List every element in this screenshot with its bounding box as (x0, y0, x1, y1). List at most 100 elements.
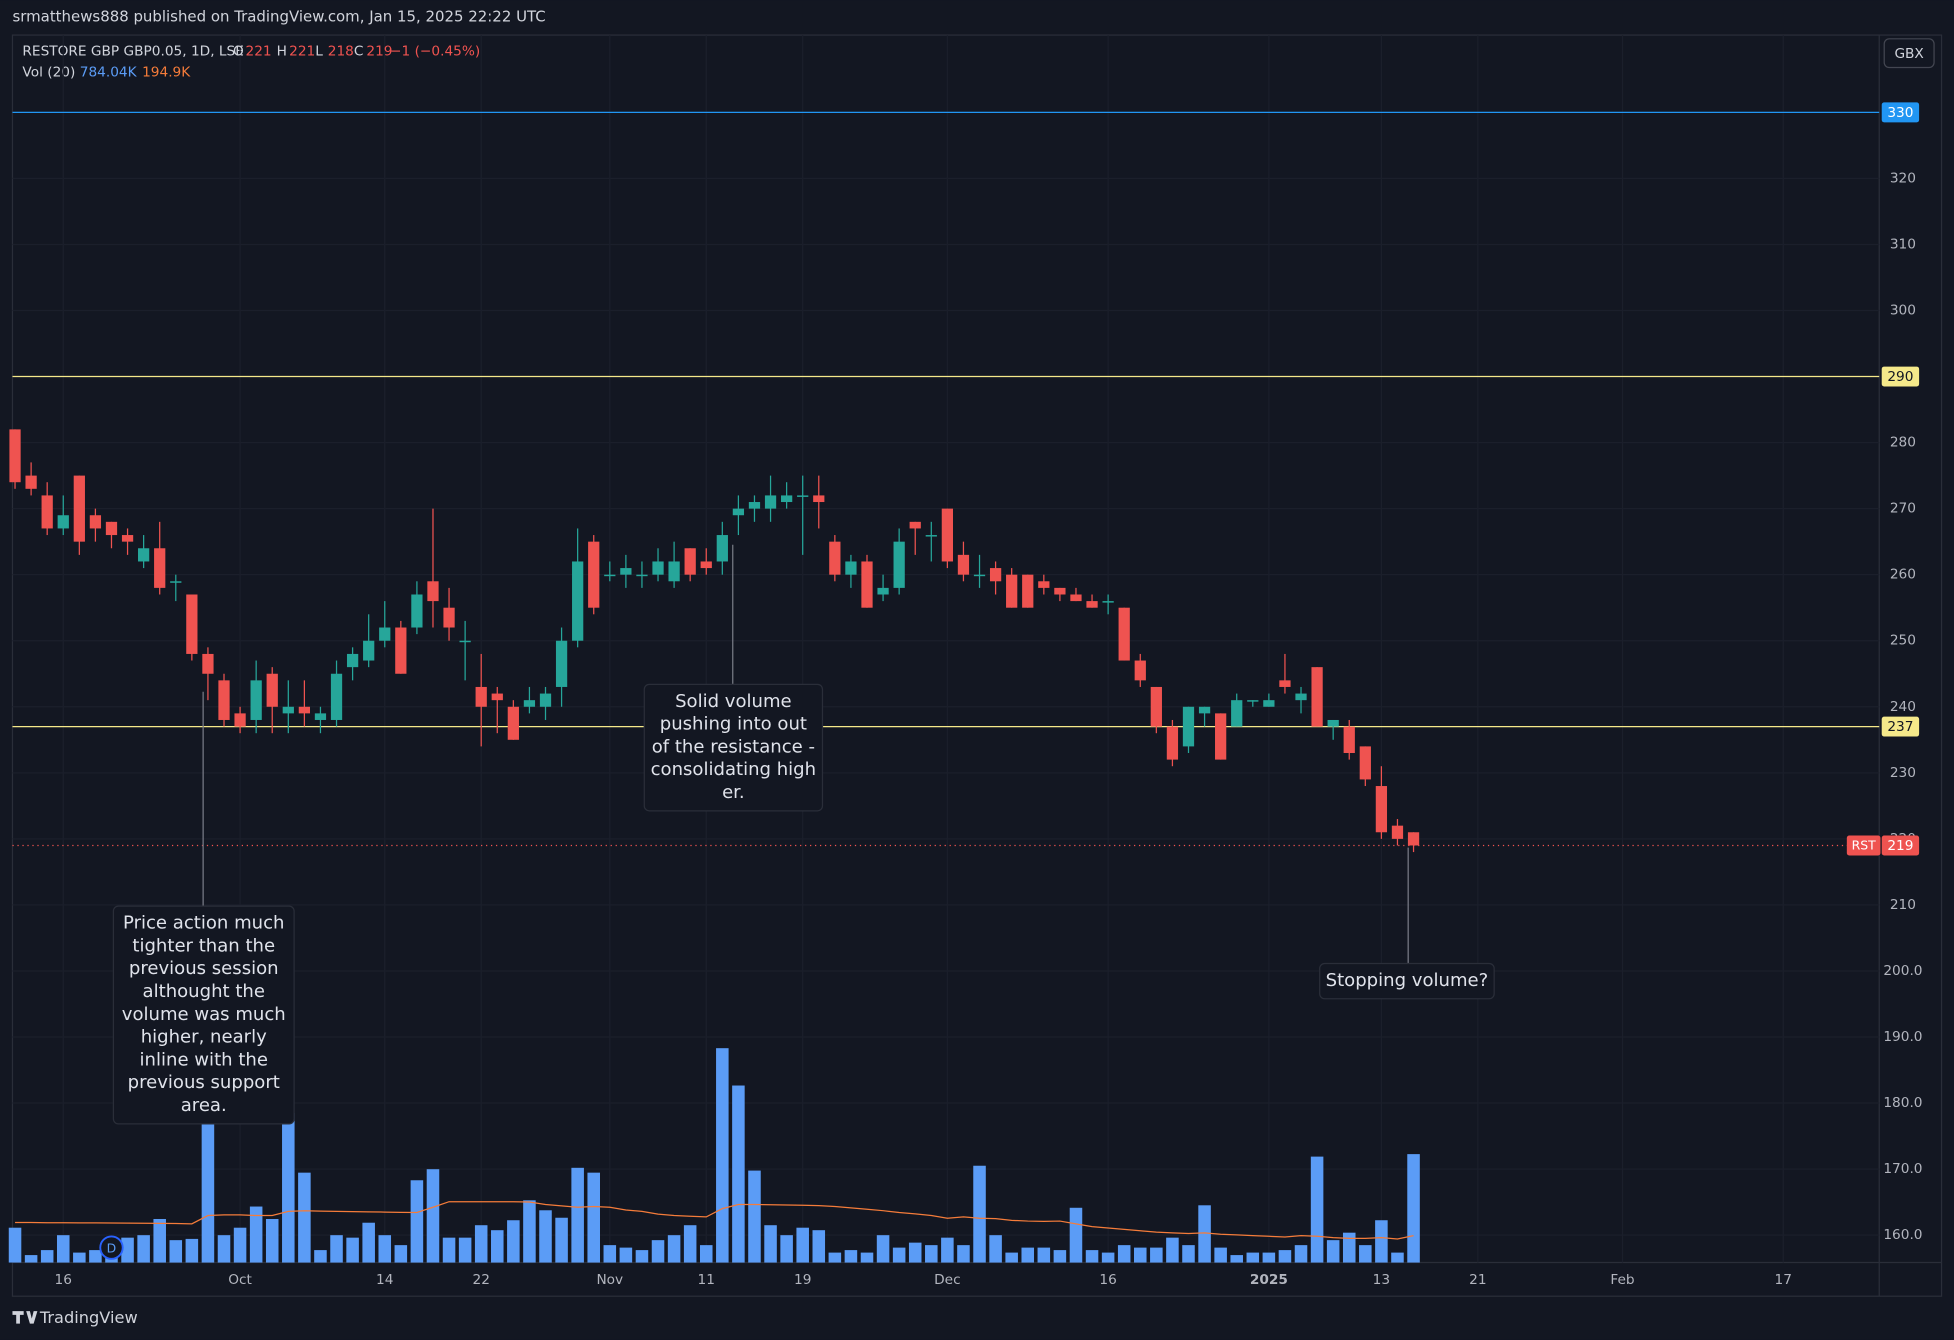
volume-bar (699, 1245, 713, 1263)
x-tick-label: 2025 (1250, 1272, 1288, 1288)
currency-button[interactable] (1883, 38, 1935, 69)
volume-bar (491, 1230, 504, 1263)
y-tick-label: 180.0 (1883, 1095, 1922, 1111)
volume-bar (1342, 1232, 1356, 1263)
volume-bar (1021, 1247, 1035, 1263)
candle-body (218, 680, 230, 720)
volume-bar (523, 1200, 536, 1263)
y-tick-label: 310 (1890, 236, 1916, 252)
volume-bar (201, 1113, 215, 1263)
last-price-label: 219 (1887, 838, 1913, 854)
candle-body (829, 541, 841, 575)
volume-bar (185, 1238, 199, 1263)
y-tick-label: 240 (1890, 699, 1916, 715)
y-tick-label: 260 (1890, 567, 1916, 583)
candle-body (395, 627, 407, 674)
volume-bar (764, 1225, 777, 1263)
candle-body (9, 429, 21, 483)
volume-bar (571, 1167, 584, 1263)
candle-body (620, 568, 632, 575)
candle-body (266, 673, 278, 707)
annotation-text: Price action much (123, 913, 284, 934)
candle-body (73, 475, 85, 542)
x-tick-label: 17 (1775, 1272, 1792, 1288)
volume-bar (587, 1172, 600, 1263)
candle-body (1118, 607, 1130, 661)
volume-legend: Vol (20) (22, 64, 75, 80)
volume-bar (249, 1206, 263, 1263)
annotation-text: volume was much (122, 1004, 286, 1025)
y-tick-label: 230 (1890, 765, 1916, 781)
volume-bar (1262, 1252, 1276, 1263)
candle-body (1134, 660, 1146, 681)
candle-body (1295, 693, 1307, 701)
volume-bar (458, 1237, 472, 1263)
x-tick-label: 21 (1469, 1272, 1486, 1288)
candle-body (1263, 700, 1275, 707)
candle-body (716, 535, 728, 562)
annotation-text: higher, nearly (141, 1027, 267, 1048)
volume-bar (1150, 1247, 1163, 1263)
change: −1 (−0.45%) (390, 43, 480, 59)
volume-bar (1326, 1240, 1340, 1263)
annotation-text: previous session (129, 958, 279, 979)
annotation-text: althought the (143, 981, 265, 1002)
volume-bar (410, 1180, 424, 1263)
candle-body (1198, 706, 1211, 714)
volume-bar (555, 1217, 568, 1263)
candle-body (845, 561, 857, 575)
y-tick-label: 250 (1890, 633, 1916, 649)
x-tick-label: 16 (1099, 1272, 1116, 1288)
x-tick-label: 19 (794, 1272, 811, 1288)
volume-bar (1375, 1220, 1388, 1263)
volume-bar (298, 1172, 311, 1263)
candle-body (427, 581, 439, 602)
candle-body (1247, 700, 1259, 702)
y-tick-label: 170.0 (1883, 1161, 1922, 1177)
x-tick-label: Feb (1610, 1272, 1634, 1288)
annotation-text: er. (722, 782, 745, 803)
candle-body (973, 574, 986, 577)
ohlc-letter: L (315, 43, 323, 59)
candle-body (523, 700, 536, 707)
volume-bar (683, 1225, 697, 1263)
candle-body (877, 587, 889, 595)
candle-body (1166, 726, 1179, 760)
candle-body (1054, 587, 1066, 595)
candle-body (379, 627, 391, 641)
volume-bar (973, 1165, 986, 1263)
candle-body (1327, 719, 1339, 727)
volume-bar (828, 1252, 842, 1263)
published-line: srmatthews888 published on TradingView.c… (12, 8, 545, 26)
volume-bar (1391, 1252, 1404, 1263)
currency[interactable]: GBX (1894, 46, 1923, 62)
volume-bar (362, 1222, 375, 1263)
volume-ma-line (15, 1201, 1414, 1240)
level-label: 237 (1887, 719, 1913, 735)
y-tick-label: 270 (1890, 501, 1916, 517)
volume-bar (56, 1235, 70, 1263)
volume-bar (1182, 1245, 1195, 1263)
volume-bar (346, 1237, 359, 1263)
symbol-tag: RST (1852, 838, 1877, 853)
candle-body (813, 495, 825, 503)
volume-bar (8, 1227, 22, 1263)
y-tick-label: 320 (1890, 170, 1916, 186)
volume-bar (137, 1235, 150, 1263)
volume-bar (1294, 1245, 1308, 1263)
candle-body (732, 508, 745, 516)
x-tick-label: Dec (934, 1272, 960, 1288)
dividend-marker (99, 1235, 124, 1260)
volume-bar (1246, 1252, 1260, 1263)
x-tick-label: 11 (698, 1272, 715, 1288)
annotation-text: area. (181, 1095, 227, 1116)
volume-bar (876, 1235, 890, 1263)
candle-body (121, 535, 134, 542)
candle-body (475, 686, 487, 707)
candle-body (909, 521, 921, 529)
candle-body (363, 640, 375, 661)
candle-body (1070, 594, 1082, 602)
level-label-box (1881, 102, 1920, 123)
x-tick-label: Nov (596, 1272, 623, 1288)
